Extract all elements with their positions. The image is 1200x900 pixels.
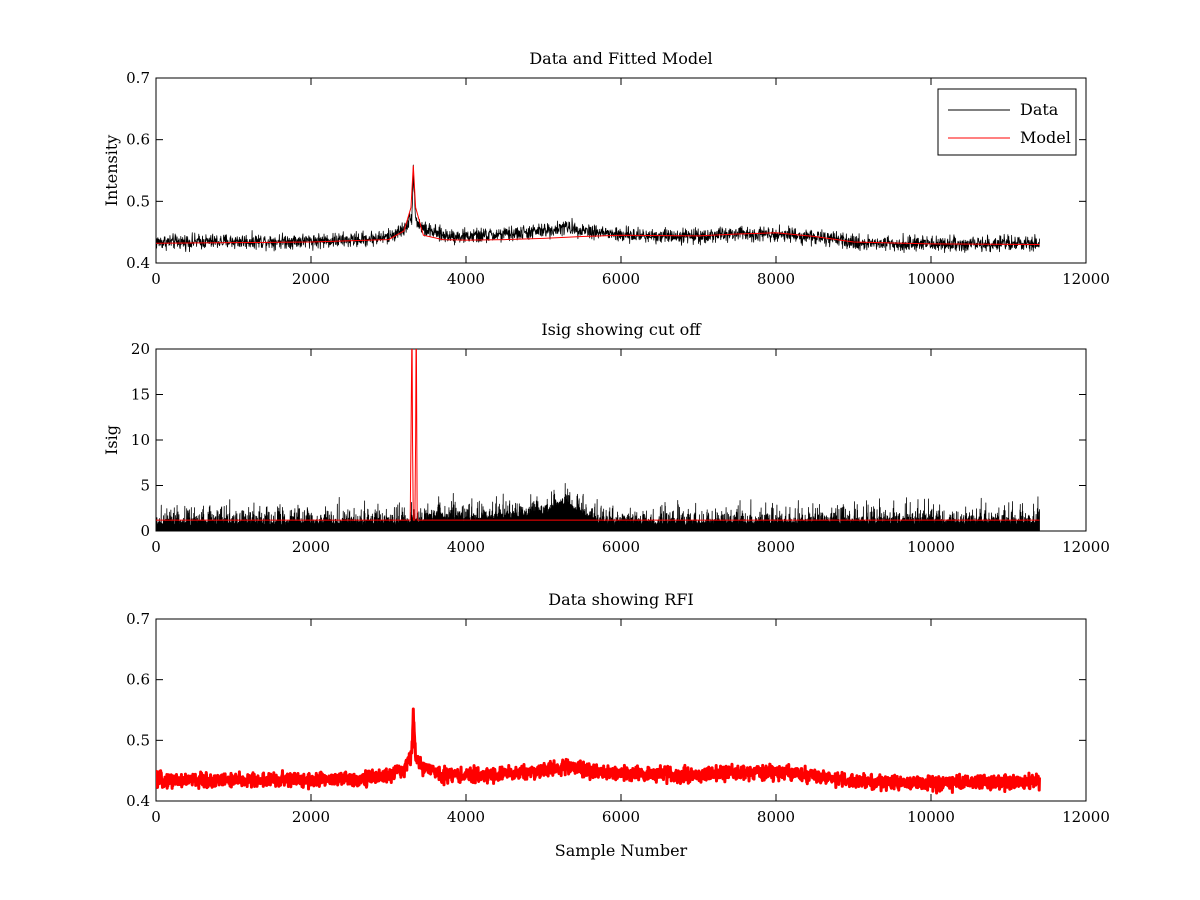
y-tick-label: 0.6 (126, 131, 150, 149)
legend-label-data: Data (1020, 100, 1059, 119)
legend: Data Model (937, 88, 1077, 156)
series-model-line (156, 165, 1040, 245)
y-tick-label: 15 (131, 386, 150, 404)
x-tick-label: 4000 (447, 538, 485, 556)
y-tick-label: 0.5 (126, 731, 150, 749)
legend-box (937, 88, 1077, 156)
plot-area (156, 164, 1040, 253)
subplot-3: 0 2000 4000 6000 8000 10000 12000 0.4 0.5 0.6 0.7 D… (126, 590, 1110, 860)
y-tick-label: 0.7 (126, 69, 150, 87)
x-tick-label: 2000 (292, 270, 330, 288)
x-tick-label: 4000 (447, 808, 485, 826)
series-1-line (156, 483, 1040, 531)
x-tick-label: 12000 (1062, 808, 1110, 826)
subplot-2: 0 2000 4000 6000 8000 10000 12000 0 5 10 15 20 Isig … (102, 320, 1110, 556)
y-tick-label: 0.6 (126, 671, 150, 689)
subplot-title: Data showing RFI (548, 590, 693, 609)
y-tick-label: 0.5 (126, 192, 150, 210)
series-1-line (156, 707, 1041, 795)
x-tick-label: 12000 (1062, 270, 1110, 288)
x-tick-label: 0 (151, 808, 161, 826)
x-tick-label: 12000 (1062, 538, 1110, 556)
x-tick-label: 2000 (292, 538, 330, 556)
y-tick-label: 0.4 (126, 792, 150, 810)
subplot-title: Isig showing cut off (541, 320, 702, 339)
x-tick-label: 6000 (602, 808, 640, 826)
x-tick-label: 8000 (757, 270, 795, 288)
x-tick-label: 10000 (907, 270, 955, 288)
plot-area (156, 349, 1040, 531)
x-tick-label: 4000 (447, 270, 485, 288)
y-tick-label: 0.7 (126, 610, 150, 628)
subplot-title: Data and Fitted Model (529, 49, 712, 68)
subplot-1: 0 2000 4000 6000 8000 10000 12000 0.4 0.5 0.6 0.7 D… (102, 49, 1110, 288)
x-tick-label: 10000 (907, 808, 955, 826)
x-tick-label: 6000 (602, 270, 640, 288)
series-2-line (156, 349, 1040, 521)
x-tick-label: 8000 (757, 808, 795, 826)
x-axis-label: Sample Number (555, 841, 688, 860)
legend-label-model: Model (1020, 128, 1071, 147)
y-tick-label: 0.4 (126, 254, 150, 272)
x-tick-label: 8000 (757, 538, 795, 556)
y-axis-label: Isig (102, 425, 121, 455)
y-tick-label: 0 (140, 522, 150, 540)
x-tick-label: 0 (151, 270, 161, 288)
x-tick-label: 6000 (602, 538, 640, 556)
x-tick-label: 10000 (907, 538, 955, 556)
y-tick-label: 10 (131, 431, 150, 449)
x-tick-label: 0 (151, 538, 161, 556)
plot-area (156, 707, 1041, 795)
y-tick-label: 5 (140, 477, 150, 495)
axes-frame (155, 348, 1087, 532)
x-tick-label: 2000 (292, 808, 330, 826)
y-axis-label: Intensity (102, 135, 121, 207)
y-tick-label: 20 (131, 340, 150, 358)
series-data-line (156, 164, 1040, 253)
